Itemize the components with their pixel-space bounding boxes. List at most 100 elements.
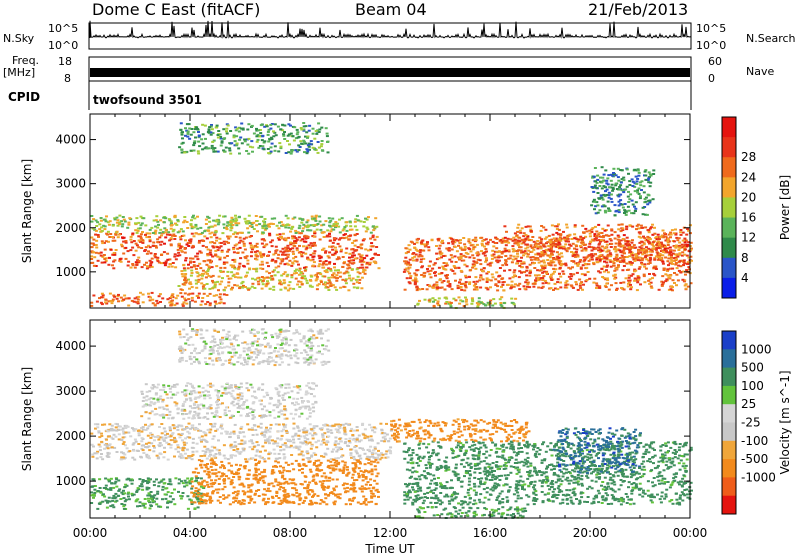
power-echo-pixel — [205, 237, 209, 240]
power-echo-pixel — [235, 219, 239, 222]
power-echo-pixel — [176, 219, 180, 222]
power-echo-pixel — [403, 268, 407, 271]
power-echo-pixel — [302, 245, 305, 248]
power-echo-pixel — [128, 217, 132, 220]
power-echo-pixel — [640, 180, 644, 183]
power-echo-pixel — [180, 148, 184, 151]
power-echo-pixel — [331, 253, 335, 256]
power-echo-pixel — [437, 239, 441, 242]
power-echo-pixel — [597, 286, 601, 289]
power-echo-pixel — [517, 244, 521, 247]
power-echo-pixel — [639, 195, 642, 198]
velocity-echo-pixel — [130, 492, 134, 495]
velocity-echo-pixel — [185, 442, 188, 445]
power-echo-pixel — [594, 212, 598, 215]
power-echo-pixel — [585, 256, 589, 259]
power-echo-pixel — [191, 292, 195, 295]
power-echo-pixel — [90, 215, 94, 217]
velocity-echo-pixel — [330, 431, 334, 434]
power-echo-pixel — [162, 216, 166, 219]
power-echo-pixel — [537, 286, 541, 289]
power-echo-pixel — [472, 257, 476, 260]
velocity-echo-pixel — [188, 498, 192, 501]
velocity-echo-pixel — [214, 456, 218, 459]
power-echo-pixel — [507, 249, 511, 252]
power-echo-pixel — [327, 279, 331, 282]
power-echo-pixel — [602, 277, 606, 280]
power-echo-pixel — [475, 302, 479, 304]
power-echo-pixel — [609, 253, 613, 256]
velocity-echo-pixel — [181, 456, 185, 459]
velocity-echo-pixel — [122, 489, 125, 492]
power-echo-pixel — [505, 249, 508, 252]
velocity-echo-pixel — [389, 450, 392, 453]
power-echo-pixel — [199, 303, 203, 306]
power-echo-pixel — [206, 294, 210, 297]
power-echo-pixel — [511, 239, 515, 242]
power-echo-pixel — [342, 227, 346, 230]
power-echo-pixel — [309, 246, 312, 249]
velocity-echo-pixel — [343, 442, 347, 445]
power-echo-pixel — [601, 236, 605, 239]
power-echo-pixel — [207, 147, 211, 150]
velocity-echo-pixel — [101, 500, 105, 503]
power-echo-pixel — [347, 260, 351, 263]
power-echo-pixel — [426, 268, 429, 270]
power-echo-pixel — [147, 292, 150, 295]
power-echo-pixel — [120, 243, 124, 246]
power-echo-pixel — [274, 266, 278, 269]
power-echo-pixel — [689, 241, 693, 244]
power-echo-pixel — [270, 275, 274, 277]
velocity-echo-pixel — [326, 447, 330, 450]
power-echo-pixel — [353, 233, 357, 236]
power-echo-pixel — [650, 242, 654, 245]
power-echo-pixel — [215, 239, 218, 242]
power-echo-pixel — [634, 246, 638, 249]
power-echo-pixel — [556, 278, 560, 281]
power-echo-pixel — [669, 249, 672, 252]
power-echo-pixel — [492, 298, 496, 301]
power-echo-pixel — [327, 256, 331, 259]
velocity-echo-pixel — [297, 434, 301, 437]
velocity-echo-pixel — [330, 450, 334, 453]
power-echo-pixel — [547, 282, 551, 285]
velocity-echo-pixel — [165, 441, 169, 444]
power-echo-pixel — [681, 231, 685, 234]
velocity-echo-pixel — [158, 445, 162, 448]
power-echo-pixel — [674, 261, 678, 264]
power-echo-pixel — [359, 255, 363, 258]
power-echo-pixel — [209, 125, 213, 128]
power-echo-pixel — [212, 294, 216, 297]
power-echo-pixel — [208, 292, 212, 295]
velocity-echo-pixel — [112, 494, 116, 497]
power-echo-pixel — [656, 252, 660, 255]
power-echo-pixel — [244, 220, 248, 223]
power-echo-pixel — [322, 236, 326, 238]
velocity-echo-pixel — [197, 436, 201, 439]
power-echo-pixel — [359, 257, 363, 260]
power-echo-pixel — [418, 299, 421, 302]
power-echo-pixel — [650, 286, 654, 289]
power-echo-pixel — [286, 244, 290, 247]
power-echo-pixel — [672, 240, 676, 243]
power-echo-pixel — [456, 284, 460, 287]
velocity-echo-pixel — [150, 423, 154, 426]
velocity-echo-pixel — [344, 441, 348, 443]
power-echo-pixel — [99, 219, 103, 222]
power-echo-pixel — [562, 272, 566, 275]
power-echo-pixel — [408, 277, 412, 280]
power-echo-pixel — [352, 239, 356, 242]
power-echo-pixel — [147, 250, 150, 253]
power-echo-pixel — [237, 130, 241, 133]
power-echo-pixel — [500, 252, 504, 255]
power-echo-pixel — [509, 238, 513, 241]
power-echo-pixel — [689, 282, 693, 285]
power-echo-pixel — [526, 281, 530, 284]
power-echo-pixel — [345, 247, 349, 250]
power-echo-pixel — [218, 269, 222, 272]
power-echo-pixel — [183, 251, 187, 254]
power-echo-pixel — [556, 288, 560, 291]
power-echo-pixel — [111, 224, 115, 227]
power-echo-pixel — [230, 142, 234, 145]
